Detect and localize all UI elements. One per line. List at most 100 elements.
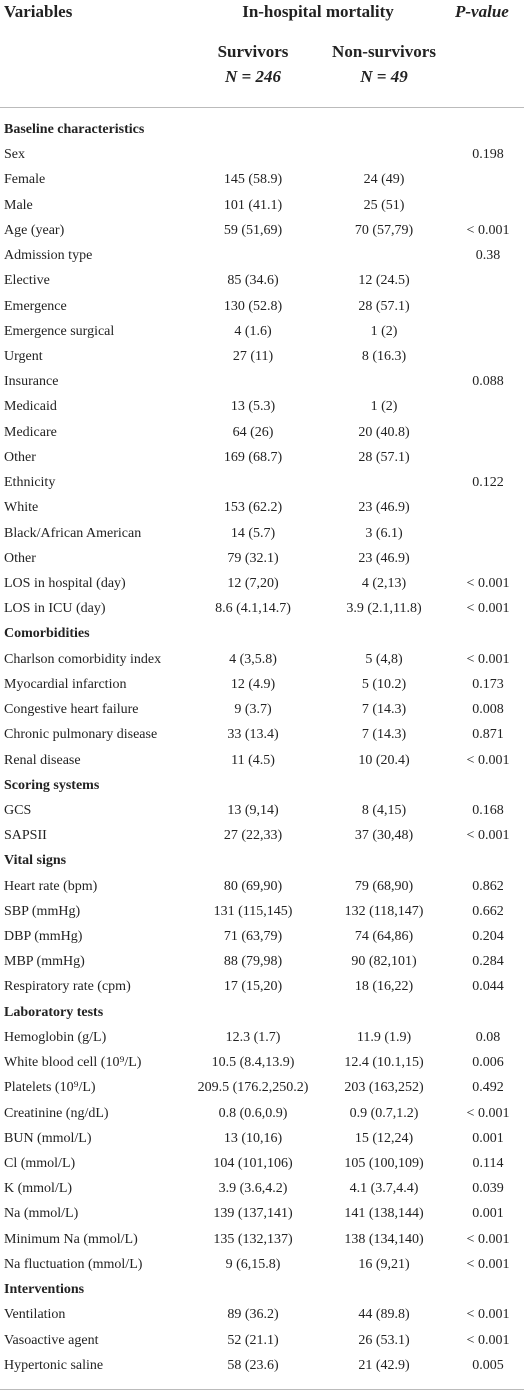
section-title: Baseline characteristics xyxy=(4,122,145,137)
row-label: Emergence xyxy=(4,298,67,314)
row-label: Hypertonic saline xyxy=(4,1357,104,1373)
cell-survivors: 13 (9,14) xyxy=(227,802,279,818)
cell-non-survivors: 12 (24.5) xyxy=(358,273,410,289)
header-variables: Variables xyxy=(4,2,73,21)
cell-p-value: 0.006 xyxy=(472,1055,504,1071)
cell-survivors: 59 (51,69) xyxy=(223,222,283,238)
cell-p-value: < 0.001 xyxy=(466,1307,510,1323)
header-group: In-hospital mortality xyxy=(242,2,394,21)
header-rule xyxy=(0,107,524,108)
row-label: Elective xyxy=(4,273,50,289)
row-label: Medicare xyxy=(4,424,57,440)
cell-non-survivors: 11.9 (1.9) xyxy=(356,1029,412,1045)
cell-survivors: 8.6 (4.1,14.7) xyxy=(215,601,291,617)
cell-p-value: 0.005 xyxy=(472,1357,504,1373)
row-label: Charlson comorbidity index xyxy=(4,651,162,667)
cell-survivors: 104 (101,106) xyxy=(213,1156,293,1172)
section-title: Vital signs xyxy=(4,853,67,869)
cell-survivors: 153 (62.2) xyxy=(223,500,283,516)
row-label: Black/African American xyxy=(4,525,142,541)
cell-p-value: < 0.001 xyxy=(466,575,510,591)
cell-non-survivors: 28 (57.1) xyxy=(358,298,410,314)
cell-non-survivors: 15 (12,24) xyxy=(354,1130,414,1146)
cell-survivors: 13 (5.3) xyxy=(230,399,276,415)
cell-survivors: 79 (32.1) xyxy=(227,550,279,566)
header-p-value: P-value xyxy=(455,2,509,21)
row-label: Insurance xyxy=(4,374,59,390)
cell-survivors: 27 (22,33) xyxy=(223,828,283,844)
cell-survivors: 139 (137,141) xyxy=(213,1206,293,1222)
cell-survivors: 71 (63,79) xyxy=(223,929,283,945)
row-label: Respiratory rate (cpm) xyxy=(4,979,131,995)
row-label: LOS in ICU (day) xyxy=(4,601,106,617)
row-label: GCS xyxy=(4,802,32,818)
row-label: MBP (mmHg) xyxy=(4,954,85,970)
cell-non-survivors: 8 (4,15) xyxy=(361,802,407,818)
cell-non-survivors: 0.9 (0.7,1.2) xyxy=(349,1105,419,1121)
row-label: Heart rate (bpm) xyxy=(4,878,98,894)
cell-non-survivors: 21 (42.9) xyxy=(358,1357,410,1373)
row-label: Other xyxy=(4,449,36,465)
cell-non-survivors: 23 (46.9) xyxy=(358,500,410,516)
cell-survivors: 130 (52.8) xyxy=(223,298,283,314)
cell-p-value: < 0.001 xyxy=(466,1231,510,1247)
cell-survivors: 4 (1.6) xyxy=(234,323,272,339)
cell-p-value: 0.492 xyxy=(472,1080,504,1096)
row-label: K (mmol/L) xyxy=(4,1181,73,1197)
cell-p-value: < 0.001 xyxy=(466,651,510,667)
cell-survivors: 135 (132,137) xyxy=(213,1231,293,1247)
cell-survivors: 14 (5.7) xyxy=(230,525,276,541)
cell-survivors: 9 (3.7) xyxy=(234,702,272,718)
cell-non-survivors: 24 (49) xyxy=(363,172,405,188)
cell-p-value: < 0.001 xyxy=(466,1332,510,1348)
cell-survivors: 17 (15,20) xyxy=(223,979,283,995)
cell-p-value: 0.088 xyxy=(472,374,504,390)
cell-p-value: < 0.001 xyxy=(466,222,510,238)
cell-survivors: 52 (21.1) xyxy=(227,1332,279,1348)
cell-survivors: 80 (69,90) xyxy=(223,878,283,894)
row-label: LOS in hospital (day) xyxy=(4,575,126,591)
cell-survivors: 13 (10,16) xyxy=(223,1130,283,1146)
cell-non-survivors: 5 (4,8) xyxy=(365,651,403,667)
cell-non-survivors: 1 (2) xyxy=(370,323,398,339)
row-label: Creatinine (ng/dL) xyxy=(4,1105,109,1121)
row-label: Na (mmol/L) xyxy=(4,1206,79,1222)
row-label: Sex xyxy=(4,147,25,163)
section-title: Laboratory tests xyxy=(4,1004,104,1020)
row-label: Vasoactive agent xyxy=(4,1332,99,1348)
cell-non-survivors: 26 (53.1) xyxy=(358,1332,410,1348)
cell-non-survivors: 203 (163,252) xyxy=(344,1080,424,1096)
cell-non-survivors: 70 (57,79) xyxy=(354,222,414,238)
cell-non-survivors: 90 (82,101) xyxy=(351,954,417,970)
cell-non-survivors: 7 (14.3) xyxy=(361,727,407,743)
row-label: Male xyxy=(4,197,33,213)
cell-survivors: 131 (115,145) xyxy=(213,903,293,919)
cell-non-survivors: 25 (51) xyxy=(363,197,405,213)
cell-p-value: 0.198 xyxy=(472,147,504,163)
cell-p-value: < 0.001 xyxy=(466,1105,510,1121)
cell-survivors: 85 (34.6) xyxy=(227,273,279,289)
cell-non-survivors: 7 (14.3) xyxy=(361,702,407,718)
row-label: Minimum Na (mmol/L) xyxy=(4,1231,138,1247)
cell-survivors: 101 (41.1) xyxy=(223,197,283,213)
header-non-survivors: Non-survivors xyxy=(332,42,436,61)
cell-p-value: < 0.001 xyxy=(466,1256,510,1272)
cell-survivors: 58 (23.6) xyxy=(227,1357,279,1373)
cell-non-survivors: 28 (57.1) xyxy=(358,449,410,465)
header-survivors: Survivors xyxy=(217,42,289,61)
cell-p-value: 0.001 xyxy=(472,1130,504,1146)
cell-non-survivors: 5 (10.2) xyxy=(361,676,407,692)
cell-survivors: 10.5 (8.4,13.9) xyxy=(211,1055,295,1071)
cell-non-survivors: 132 (118,147) xyxy=(344,903,424,919)
row-label: Chronic pulmonary disease xyxy=(4,727,158,743)
cell-non-survivors: 141 (138,144) xyxy=(344,1206,424,1222)
row-label: Renal disease xyxy=(4,752,81,768)
cell-p-value: 0.662 xyxy=(472,903,504,919)
cell-survivors: 27 (11) xyxy=(232,348,274,364)
cell-non-survivors: 105 (100,109) xyxy=(344,1156,424,1172)
bottom-rule xyxy=(0,1389,524,1390)
cell-non-survivors: 23 (46.9) xyxy=(358,550,410,566)
cell-survivors: 33 (13.4) xyxy=(227,727,279,743)
cell-survivors: 4 (3,5.8) xyxy=(229,651,277,667)
